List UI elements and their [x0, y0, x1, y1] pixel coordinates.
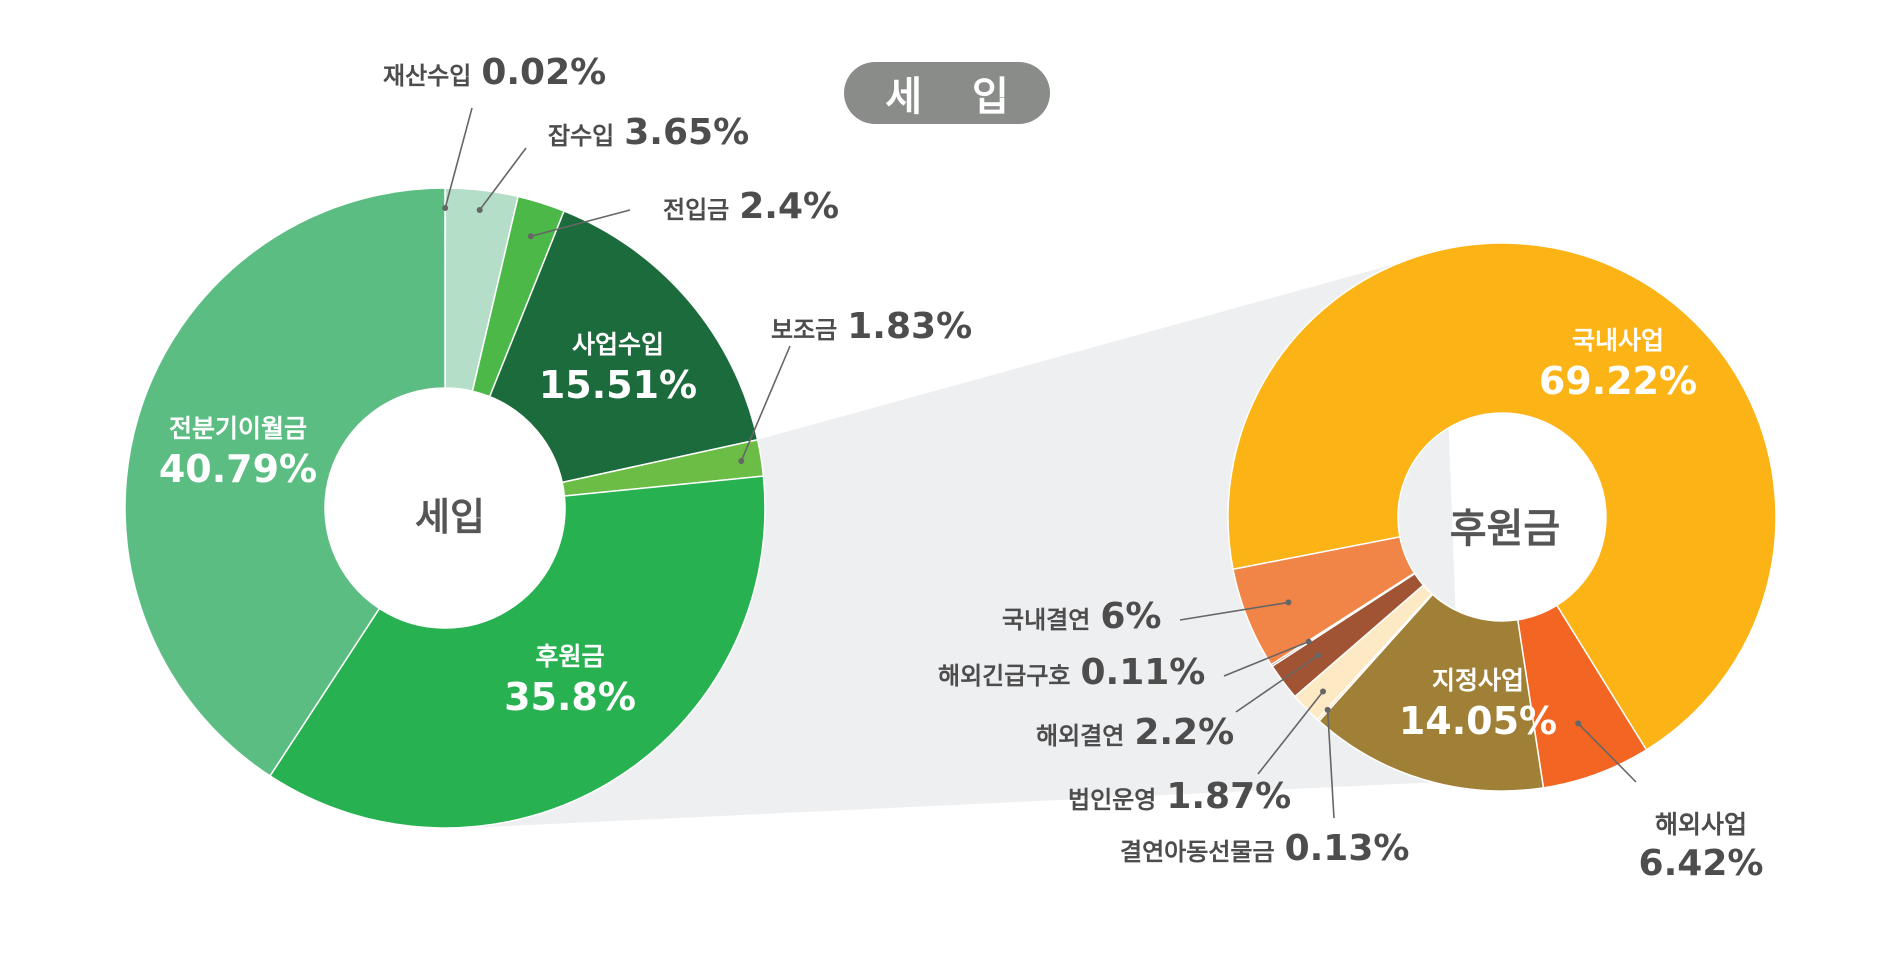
- label-haeoe-gyeolyeon-name: 해외결연: [1036, 722, 1125, 750]
- label-jijeong-name: 지정사업: [1431, 666, 1524, 695]
- label-bojo: 보조금 1.83%: [771, 306, 972, 347]
- label-haeoe-gingeup: 해외긴급구호 0.11%: [938, 652, 1205, 693]
- label-haeoe-gyeolyeon-pct: 2.2%: [1134, 712, 1235, 753]
- leader-dot-1: [476, 207, 483, 214]
- label-ewol: 전분기이월금 40.79%: [138, 412, 338, 492]
- label-beobin-name: 법인운영: [1068, 786, 1157, 814]
- label-gungnae-gyeolyeon: 국내결연 6%: [1002, 596, 1161, 637]
- leader-line-9: [1179, 601, 1289, 621]
- label-jaesan-name: 재산수입: [383, 62, 472, 90]
- donut2-slice-0: [1227, 242, 1777, 751]
- leader-line-3: [740, 345, 791, 462]
- donut1-slice-6: [124, 187, 446, 777]
- leader-line-5: [1326, 709, 1335, 819]
- donut1-slice-5: [268, 475, 766, 829]
- label-jijeong-pct: 14.05%: [1398, 699, 1558, 743]
- leader-dot-6: [1320, 688, 1327, 695]
- leader-dot-2: [527, 233, 534, 240]
- donut2-slice-2: [1318, 593, 1545, 792]
- label-haeoe-gingeup-name: 해외긴급구호: [938, 662, 1071, 690]
- label-bojo-name: 보조금: [771, 316, 838, 344]
- label-beobin: 법인운영 1.87%: [1068, 776, 1291, 817]
- label-jaesan-pct: 0.02%: [481, 52, 607, 93]
- label-saeop: 사업수입 15.51%: [520, 328, 716, 408]
- label-huwon-name: 후원금: [535, 642, 605, 671]
- donut1-slice-3: [488, 210, 759, 484]
- label-jaesan: 재산수입 0.02%: [383, 52, 606, 93]
- label-jap: 잡수입 3.65%: [548, 112, 749, 153]
- donut2-slice-7: [1232, 535, 1416, 666]
- label-gungnae-name: 국내사업: [1571, 326, 1664, 355]
- leader-dot-3: [738, 457, 745, 464]
- leader-dot-7: [1315, 652, 1322, 659]
- label-jeonip-pct: 2.4%: [739, 186, 840, 227]
- label-huwon-pct: 35.8%: [504, 675, 636, 719]
- leader-dot-4: [1575, 720, 1582, 727]
- label-jijeong: 지정사업 14.05%: [1380, 664, 1576, 744]
- label-gungnae-pct: 69.22%: [1538, 359, 1698, 403]
- label-jap-name: 잡수입: [548, 122, 615, 150]
- label-ewol-name: 전분기이월금: [168, 414, 307, 443]
- leader-line-6: [1257, 691, 1324, 775]
- label-gyeolyeon-seonmul: 결연아동선물금 0.13%: [1120, 828, 1409, 869]
- leader-dot-0: [442, 205, 449, 212]
- label-jeonip-name: 전입금: [663, 196, 730, 224]
- label-gyeolyeon-seonmul-pct: 0.13%: [1284, 828, 1410, 869]
- label-haeoe-saeop: 해외사업 6.42%: [1616, 808, 1786, 886]
- leader-line-7: [1235, 654, 1319, 713]
- leader-line-0: [444, 107, 473, 209]
- label-jeonip: 전입금 2.4%: [663, 186, 839, 227]
- label-gungnae: 국내사업 69.22%: [1508, 324, 1728, 404]
- donut1-center-label: 세입: [415, 495, 485, 539]
- page-title: 세 입: [844, 62, 1050, 124]
- leader-line-1: [479, 147, 527, 211]
- zoom-connector: [465, 251, 1462, 828]
- label-saeop-pct: 15.51%: [538, 363, 698, 407]
- leader-line-2: [530, 209, 631, 238]
- label-haeoe-gingeup-pct: 0.11%: [1080, 652, 1206, 693]
- leader-dot-8: [1305, 638, 1312, 645]
- label-gyeolyeon-seonmul-name: 결연아동선물금: [1120, 838, 1275, 866]
- label-gungnae-gyeolyeon-name: 국내결연: [1002, 606, 1091, 634]
- label-beobin-pct: 1.87%: [1166, 776, 1292, 817]
- label-huwon: 후원금 35.8%: [472, 640, 668, 720]
- leader-dot-9: [1285, 599, 1292, 606]
- label-haeoe-saeop-pct: 6.42%: [1638, 843, 1764, 884]
- label-ewol-pct: 40.79%: [158, 447, 318, 491]
- donut2-center-label: 후원금: [1449, 506, 1561, 552]
- label-bojo-pct: 1.83%: [847, 306, 973, 347]
- leader-line-4: [1577, 722, 1637, 783]
- leader-line-8: [1223, 640, 1309, 677]
- label-haeoe-saeop-name: 해외사업: [1654, 810, 1747, 839]
- label-jap-pct: 3.65%: [624, 112, 750, 153]
- label-haeoe-gyeolyeon: 해외결연 2.2%: [1036, 712, 1234, 753]
- leader-dot-5: [1324, 706, 1331, 713]
- label-gungnae-gyeolyeon-pct: 6%: [1100, 596, 1162, 637]
- label-saeop-name: 사업수입: [571, 330, 664, 359]
